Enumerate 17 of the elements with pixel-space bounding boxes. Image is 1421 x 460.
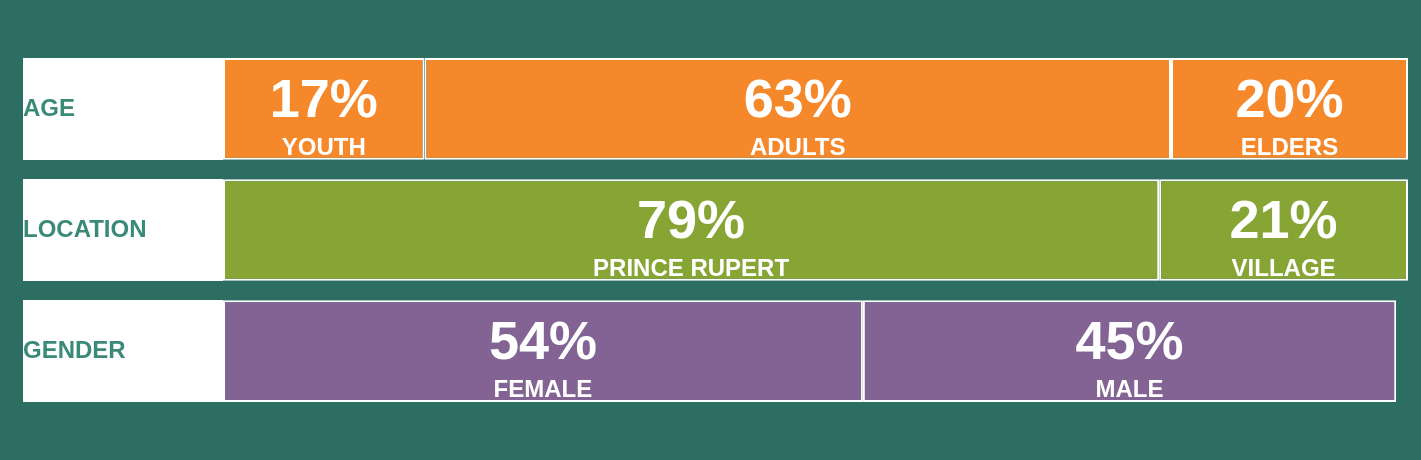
series-label: VILLAGE: [1231, 254, 1336, 281]
series-label: ELDERS: [1240, 132, 1339, 160]
series-label: ADULTS: [749, 132, 846, 160]
y-tick-label: AGE: [23, 93, 76, 121]
series-label: PRINCE RUPERT: [593, 254, 790, 281]
data-label: 21%: [1229, 189, 1338, 249]
data-label: 45%: [1075, 310, 1184, 371]
data-label: 17%: [269, 67, 378, 128]
y-tick-label: GENDER: [23, 335, 126, 363]
series-label: FEMALE: [493, 375, 593, 403]
y-tick-label: LOCATION: [23, 214, 147, 242]
data-label: 79%: [637, 189, 746, 249]
data-label: 63%: [743, 67, 852, 128]
series-label: MALE: [1095, 375, 1164, 403]
data-label: 20%: [1235, 67, 1344, 128]
series-label: YOUTH: [281, 132, 366, 160]
data-label: 54%: [488, 310, 597, 371]
